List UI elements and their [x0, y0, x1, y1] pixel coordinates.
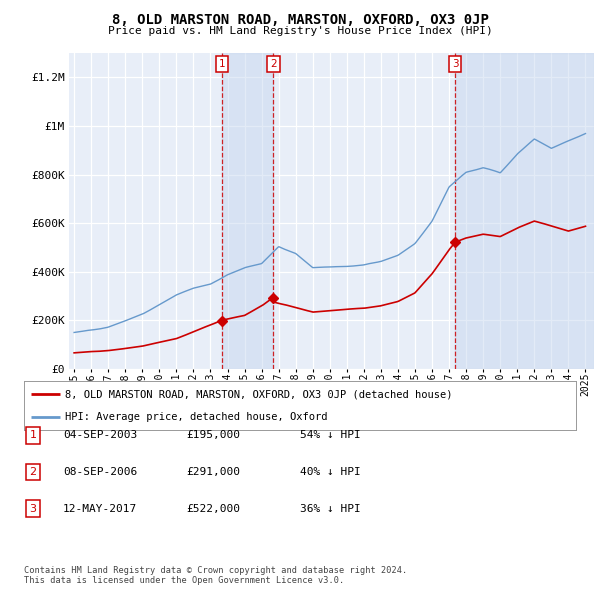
Text: £291,000: £291,000 [186, 467, 240, 477]
Text: 08-SEP-2006: 08-SEP-2006 [63, 467, 137, 477]
Text: 12-MAY-2017: 12-MAY-2017 [63, 504, 137, 513]
Bar [455, 53, 594, 369]
Text: 3: 3 [29, 504, 37, 513]
Bar [222, 53, 274, 369]
Text: 2: 2 [270, 59, 277, 69]
Text: 8, OLD MARSTON ROAD, MARSTON, OXFORD, OX3 0JP: 8, OLD MARSTON ROAD, MARSTON, OXFORD, OX… [112, 13, 488, 27]
Text: 2: 2 [29, 467, 37, 477]
Text: 1: 1 [218, 59, 225, 69]
Text: Price paid vs. HM Land Registry's House Price Index (HPI): Price paid vs. HM Land Registry's House … [107, 26, 493, 36]
Text: 40% ↓ HPI: 40% ↓ HPI [300, 467, 361, 477]
Text: Contains HM Land Registry data © Crown copyright and database right 2024.
This d: Contains HM Land Registry data © Crown c… [24, 566, 407, 585]
Text: HPI: Average price, detached house, Oxford: HPI: Average price, detached house, Oxfo… [65, 412, 328, 422]
Text: 54% ↓ HPI: 54% ↓ HPI [300, 431, 361, 440]
Text: 36% ↓ HPI: 36% ↓ HPI [300, 504, 361, 513]
Text: 3: 3 [452, 59, 458, 69]
Text: 04-SEP-2003: 04-SEP-2003 [63, 431, 137, 440]
Text: £195,000: £195,000 [186, 431, 240, 440]
Text: £522,000: £522,000 [186, 504, 240, 513]
Text: 8, OLD MARSTON ROAD, MARSTON, OXFORD, OX3 0JP (detached house): 8, OLD MARSTON ROAD, MARSTON, OXFORD, OX… [65, 389, 453, 399]
Text: 1: 1 [29, 431, 37, 440]
